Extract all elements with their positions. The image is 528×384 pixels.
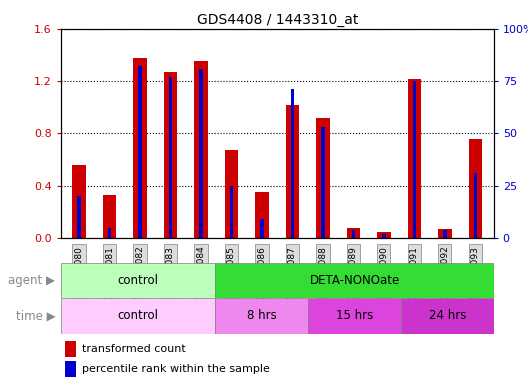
Bar	[65, 341, 76, 357]
Bar	[138, 66, 142, 238]
Bar	[308, 298, 401, 334]
Text: DETA-NONOate: DETA-NONOate	[309, 274, 400, 287]
Text: control: control	[118, 310, 158, 322]
Bar	[286, 105, 299, 238]
Bar	[346, 228, 360, 238]
Bar	[290, 89, 294, 238]
Text: GDS4408 / 1443310_at: GDS4408 / 1443310_at	[196, 13, 358, 27]
Bar	[443, 230, 447, 238]
Bar	[215, 298, 308, 334]
Bar	[215, 263, 494, 298]
Bar	[412, 81, 416, 238]
Bar	[321, 127, 325, 238]
Bar	[133, 58, 147, 238]
Bar	[224, 151, 238, 238]
Bar	[377, 232, 391, 238]
Bar	[77, 196, 81, 238]
Bar	[194, 61, 208, 238]
Text: agent ▶: agent ▶	[8, 274, 55, 287]
Text: transformed count: transformed count	[82, 344, 186, 354]
Text: percentile rank within the sample: percentile rank within the sample	[82, 364, 270, 374]
Bar	[408, 78, 421, 238]
Bar	[352, 230, 355, 238]
Bar	[199, 69, 203, 238]
Text: control: control	[118, 274, 158, 287]
Bar	[164, 72, 177, 238]
Bar	[102, 195, 116, 238]
Bar	[230, 186, 233, 238]
Bar	[168, 77, 172, 238]
Bar	[316, 118, 330, 238]
Bar	[474, 173, 477, 238]
Bar	[72, 165, 86, 238]
Text: 15 hrs: 15 hrs	[336, 310, 373, 322]
Bar	[401, 298, 494, 334]
Bar	[468, 139, 482, 238]
Bar	[108, 228, 111, 238]
Bar	[61, 263, 215, 298]
Text: time ▶: time ▶	[16, 310, 55, 322]
Bar	[382, 234, 386, 238]
Bar	[438, 229, 452, 238]
Bar	[260, 219, 264, 238]
Bar	[61, 298, 215, 334]
Text: 8 hrs: 8 hrs	[247, 310, 277, 322]
Bar	[65, 361, 76, 377]
Bar	[255, 192, 269, 238]
Text: 24 hrs: 24 hrs	[429, 310, 466, 322]
